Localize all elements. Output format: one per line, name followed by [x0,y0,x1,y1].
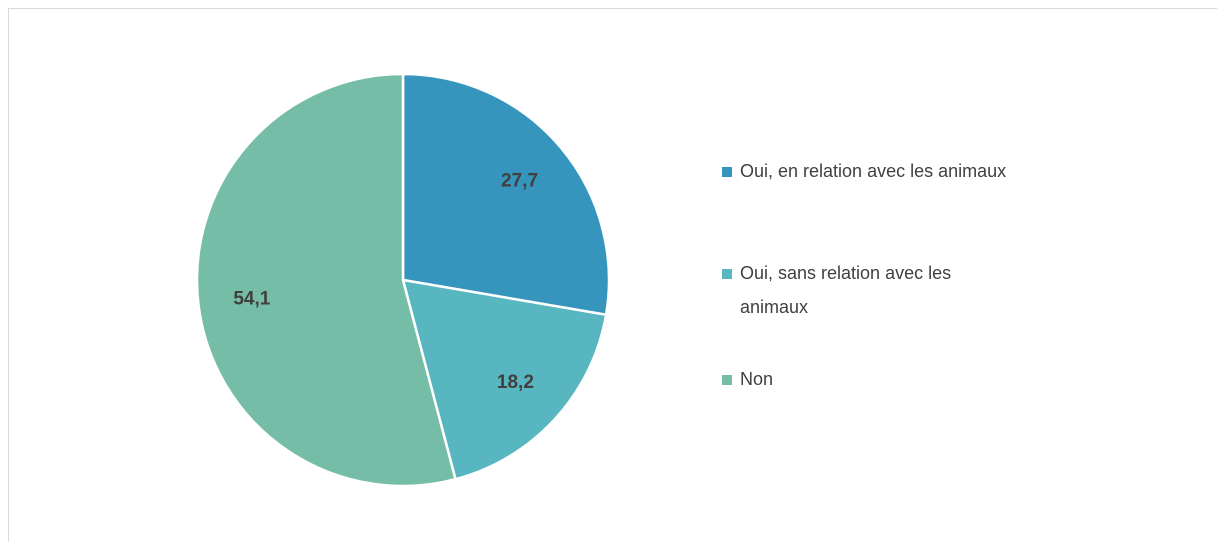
pie-slice [401,72,611,317]
data-label: 54,1 [233,289,270,310]
legend-label: Oui, sans relation avec les animaux [740,263,956,317]
legend-line: Oui, sans relation avec les [740,263,956,283]
pie-slice [195,72,458,488]
legend-marker [722,375,732,385]
chart-border [8,8,1217,542]
legend-label: Oui, en relation avec les animaux [740,161,1006,181]
pie-slice [401,278,608,481]
legend-marker [722,269,732,279]
data-label: 27,7 [501,171,538,192]
legend-label: Non [740,369,773,389]
data-label: 18,2 [497,372,534,393]
legend-marker [722,167,732,177]
legend-line: animaux [740,297,808,317]
